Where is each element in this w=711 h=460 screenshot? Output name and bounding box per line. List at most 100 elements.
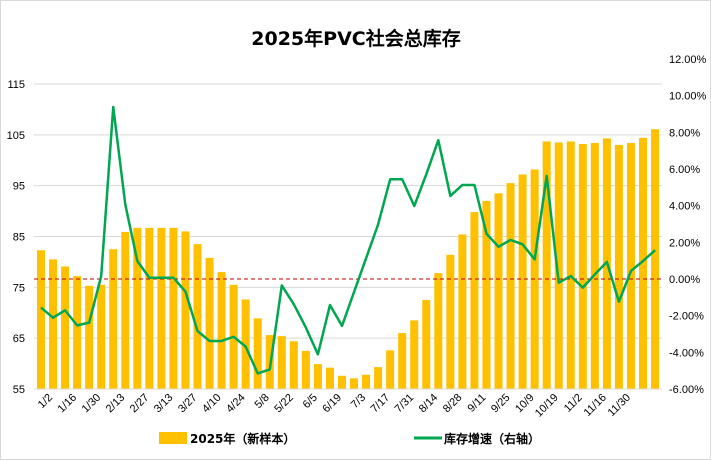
legend: 2025年（新样本） 库存增速（右轴）: [159, 431, 540, 446]
x-axis-tick-label: 5/8: [253, 392, 272, 411]
bar: [494, 193, 503, 389]
x-axis-tick-label: 9/11: [466, 392, 489, 415]
bar: [85, 285, 94, 389]
bar: [590, 142, 599, 389]
right-axis-tick-label: 0.00%: [669, 274, 700, 286]
x-axis-tick-label: 7/31: [393, 392, 417, 416]
x-axis-tick-label: 1/2: [36, 392, 55, 411]
bar: [241, 299, 250, 389]
bar: [614, 145, 623, 389]
right-axis-tick-label: -2.00%: [669, 311, 704, 323]
legend-label-line: 库存增速（右轴）: [444, 431, 540, 446]
bar: [458, 234, 467, 389]
bar: [217, 272, 226, 389]
x-axis-tick-label: 9/25: [489, 392, 513, 416]
bar: [61, 266, 70, 389]
bar: [626, 142, 635, 389]
left-axis-tick-label: 95: [13, 181, 25, 193]
left-axis-ticks: 55 65 75 85 95 105 115: [7, 79, 25, 396]
x-axis-tick-label: 10/19: [533, 392, 561, 420]
bar: [542, 141, 551, 389]
x-axis-tick-label: 5/22: [272, 392, 296, 416]
bar: [181, 231, 190, 389]
right-axis-tick-label: 10.00%: [669, 91, 707, 103]
bar: [157, 227, 166, 389]
x-axis-tick-label: 11/16: [582, 392, 609, 419]
bar: [121, 231, 130, 389]
bar: [554, 142, 563, 389]
bar: [639, 137, 647, 389]
bar: [133, 227, 142, 389]
bar: [313, 364, 322, 389]
bar: [145, 227, 154, 389]
bar: [566, 141, 575, 389]
bar: [410, 320, 419, 389]
bar: [301, 350, 310, 389]
bar: [386, 350, 395, 389]
bar: [277, 336, 286, 389]
x-axis-tick-label: 4/10: [200, 392, 224, 416]
x-axis-tick-label: 4/24: [224, 392, 248, 416]
x-axis-tick-label: 2/13: [104, 392, 128, 416]
bar: [518, 174, 527, 389]
bar: [289, 341, 298, 389]
bar: [73, 276, 82, 389]
right-axis-tick-label: 8.00%: [669, 127, 700, 139]
bar: [578, 143, 587, 389]
x-axis-tick-label: 7/3: [349, 392, 368, 411]
bar: [362, 374, 371, 389]
bar: [470, 212, 479, 389]
left-axis-tick-label: 65: [13, 333, 25, 345]
right-axis-ticks: -6.00% -4.00% -2.00% 0.00% 2.00% 4.00% 6.00% 8.…: [669, 54, 707, 396]
bar: [422, 300, 431, 389]
bar: [169, 227, 178, 389]
legend-swatch-bar: [159, 432, 187, 444]
x-axis-tick-label: 3/13: [152, 392, 176, 416]
legend-label-bar: 2025年（新样本）: [190, 431, 295, 446]
bar: [434, 273, 443, 389]
right-axis-tick-label: 6.00%: [669, 164, 700, 176]
bar: [253, 318, 262, 389]
x-axis-tick-label: 8/14: [417, 392, 441, 416]
right-axis-tick-label: 4.00%: [669, 201, 700, 213]
x-axis-tick-label: 8/28: [441, 392, 465, 416]
left-axis-tick-label: 75: [13, 282, 25, 294]
bar: [193, 244, 202, 389]
bar: [37, 250, 45, 389]
bar: [482, 200, 491, 389]
bar: [49, 259, 58, 389]
right-axis-tick-label: 12.00%: [669, 54, 707, 66]
bar: [97, 284, 106, 389]
bar-series: [37, 129, 660, 389]
bar: [338, 375, 346, 389]
left-axis-tick-label: 85: [13, 232, 25, 244]
x-axis-tick-label: 3/27: [176, 392, 200, 416]
bar: [205, 257, 214, 389]
bar: [374, 367, 383, 389]
bar: [506, 183, 515, 389]
x-axis-tick-label: 6/19: [320, 392, 344, 416]
bar: [651, 129, 660, 389]
line-series: [40, 105, 656, 375]
bar: [350, 378, 359, 389]
x-axis-tick-label: 1/30: [80, 392, 104, 416]
x-axis-tick-label: 11/30: [606, 392, 633, 419]
right-axis-tick-label: 2.00%: [669, 237, 700, 249]
chart-title: 2025年PVC社会总库存: [251, 27, 460, 50]
bar: [109, 249, 118, 389]
x-axis-tick-label: 6/5: [301, 392, 320, 411]
bar: [398, 333, 407, 389]
x-axis-tick-label: 7/17: [369, 392, 393, 416]
x-axis-tick-label: 1/16: [56, 392, 80, 416]
x-axis-tick-label: 2/27: [128, 392, 152, 416]
right-axis-tick-label: -4.00%: [669, 347, 704, 359]
growth-rate-line: [40, 105, 656, 375]
left-axis-tick-label: 105: [7, 130, 25, 142]
right-axis-tick-label: -6.00%: [669, 384, 704, 396]
left-axis-tick-label: 55: [13, 384, 25, 396]
left-axis-tick-label: 115: [7, 79, 25, 91]
bar: [446, 254, 455, 389]
bar: [325, 367, 334, 389]
